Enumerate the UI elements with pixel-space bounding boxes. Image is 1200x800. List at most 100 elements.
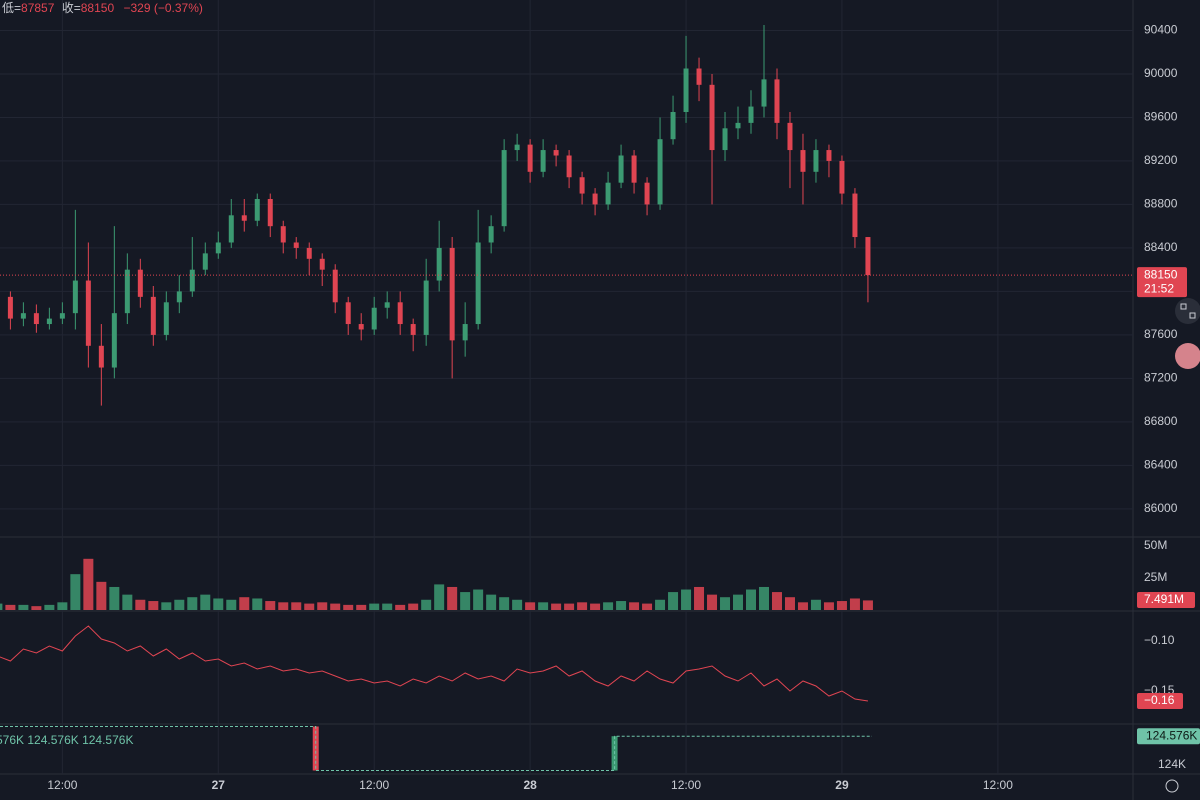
volume-bar	[421, 599, 432, 610]
candle-body	[514, 144, 520, 151]
candle-body	[319, 258, 325, 270]
candle-body	[618, 155, 624, 183]
change: −329 (−0.37%)	[123, 1, 202, 15]
volume-bar	[187, 597, 198, 610]
candle-body	[488, 226, 494, 243]
y-tick-label: −0.10	[1144, 633, 1175, 647]
volume-bar	[18, 604, 29, 610]
candle-body	[33, 313, 39, 325]
candle-body	[163, 302, 169, 335]
candle-body	[462, 324, 468, 341]
candle-body	[826, 150, 832, 161]
volume-bar	[629, 602, 640, 610]
volume-bar	[771, 592, 782, 610]
volume-bar	[343, 604, 354, 610]
candle-body	[137, 269, 143, 297]
candle-body	[449, 247, 455, 341]
volume-bar	[720, 597, 731, 610]
volume-bar	[330, 603, 341, 610]
layout-button[interactable]	[1175, 298, 1200, 324]
volume-bar	[551, 603, 562, 610]
candle-body	[384, 302, 390, 308]
volume-bar	[304, 603, 315, 610]
volume-bar	[382, 603, 393, 610]
candle-body	[670, 112, 676, 140]
candle-body	[85, 280, 91, 346]
candle-body	[241, 215, 247, 221]
last-price-box	[1137, 267, 1187, 298]
close-label: 收=	[62, 1, 81, 15]
y-tick-label: 25M	[1144, 570, 1167, 584]
side-buttons[interactable]	[1165, 298, 1200, 793]
low-value: 87857	[21, 1, 55, 15]
candle-body	[644, 182, 650, 205]
volume-bar	[460, 592, 471, 610]
countdown: 21:52	[1144, 281, 1174, 295]
candle-body	[436, 247, 442, 281]
y-tick-label: 86400	[1144, 458, 1178, 472]
candle-body	[371, 307, 377, 330]
candle-body	[696, 68, 702, 85]
volume-bar	[862, 600, 873, 610]
volume-last: 7.491M	[1144, 592, 1184, 606]
candle-body	[150, 296, 156, 335]
candle-body	[722, 128, 728, 151]
candle-body	[306, 247, 312, 259]
volume-bar	[616, 601, 627, 610]
x-tick-label: 29	[835, 778, 849, 792]
volume-bar	[784, 597, 795, 610]
candle-body	[332, 269, 338, 303]
volume-bar	[823, 602, 834, 610]
volume-bar	[525, 602, 536, 610]
volume-bar	[226, 599, 237, 610]
candle-body	[553, 150, 559, 156]
osc-last: −0.16	[1144, 693, 1175, 707]
candle-body	[774, 79, 780, 123]
volume-bar	[797, 602, 808, 610]
candle-body	[592, 193, 598, 205]
x-tick-label: 12:00	[983, 778, 1013, 792]
volume-bar	[408, 603, 419, 610]
candle-body	[579, 177, 585, 194]
candle-body	[46, 318, 52, 325]
settings-button[interactable]	[1165, 779, 1179, 793]
candle-body	[254, 198, 260, 221]
translate-button[interactable]	[1175, 343, 1200, 369]
volume-bar	[694, 586, 705, 610]
candle-body	[228, 215, 234, 243]
volume-bar	[681, 589, 692, 610]
y-tick-label: 86800	[1144, 414, 1178, 428]
candle-body	[657, 139, 663, 205]
candle-body	[787, 122, 793, 151]
y-tick-label: 87600	[1144, 327, 1178, 341]
oscillator-line	[0, 625, 869, 702]
volume-bar	[499, 597, 510, 610]
candle-body	[631, 155, 637, 183]
volume-bar	[96, 581, 107, 610]
candle-body	[72, 280, 78, 314]
volume-bar	[810, 599, 821, 610]
candle-body	[683, 68, 689, 113]
candle-body	[267, 198, 273, 227]
volume-bar	[200, 594, 211, 610]
volume-bar	[265, 601, 276, 610]
last-price: 88150	[1144, 267, 1178, 281]
y-tick-label: 89600	[1144, 110, 1178, 124]
volume-bar	[655, 599, 666, 610]
step-line	[0, 726, 872, 771]
y-tick-label: 88400	[1144, 240, 1178, 254]
volume-bar	[758, 586, 769, 610]
candle-body	[111, 313, 117, 368]
volume-bar	[447, 586, 458, 610]
y-tick-label: 124K	[1158, 757, 1186, 771]
low-label: 低=	[2, 1, 21, 15]
candle-body	[423, 280, 429, 335]
volume-bar	[836, 601, 847, 610]
candle-body	[189, 269, 195, 292]
grid	[0, 0, 1133, 774]
x-tick-label: 12:00	[671, 778, 701, 792]
volume-bar	[278, 602, 289, 610]
candle-body	[735, 122, 741, 129]
